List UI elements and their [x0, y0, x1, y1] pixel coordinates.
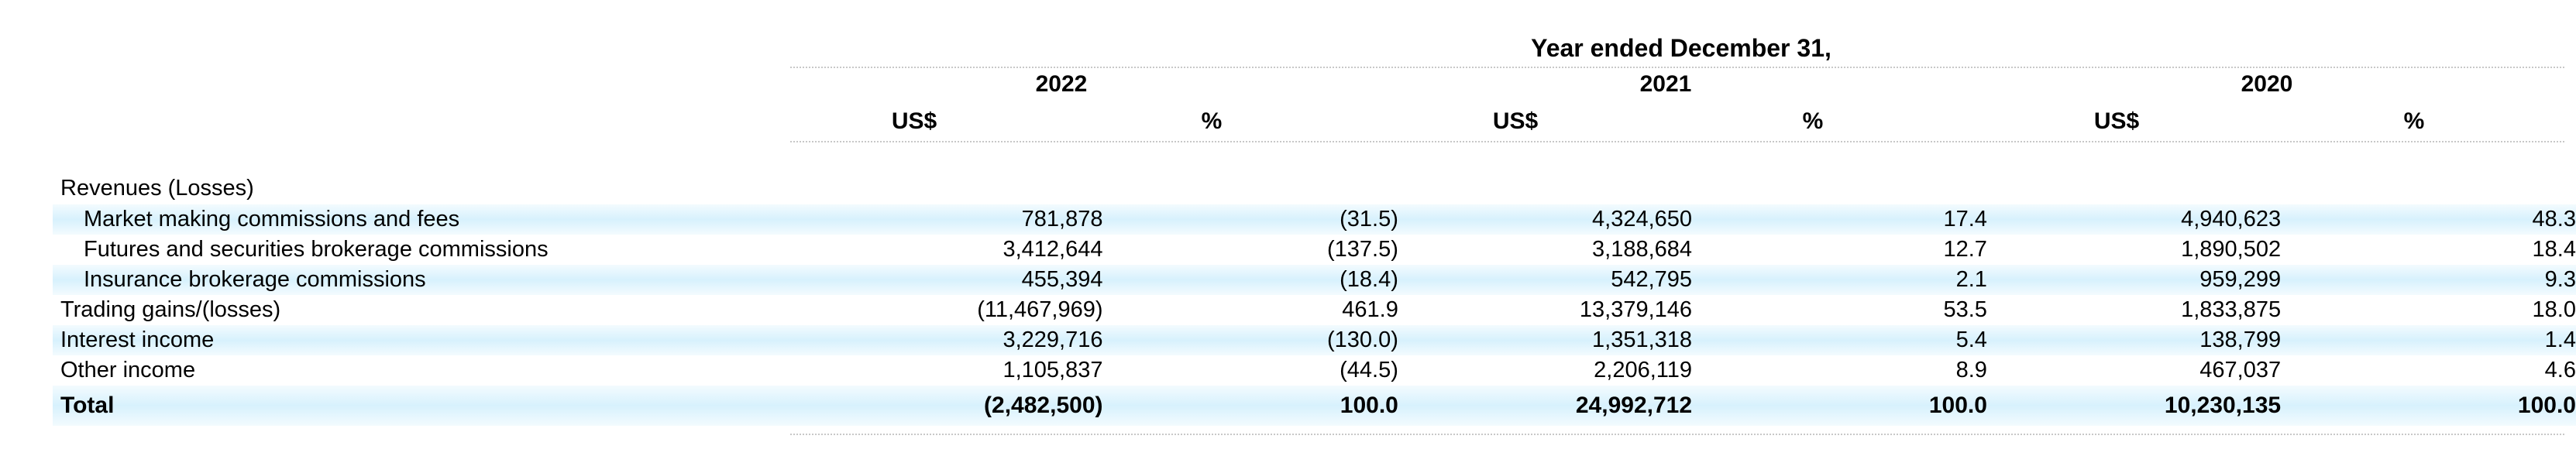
cell-us-2021: 4,324,650 — [1398, 204, 1693, 235]
cell-pct-2022: (18.4) — [1102, 265, 1398, 295]
cell-us-2022: (11,467,969) — [977, 297, 1103, 322]
cell-us-2022: 781,878 — [811, 204, 1103, 235]
cell-us-2021: 1,351,318 — [1398, 325, 1693, 355]
table-row: Other income 1,105,837 (44.5) 2,206,119 … — [53, 355, 2576, 386]
cell-pct-2022: (44.5) — [1340, 358, 1398, 382]
cell-us-2022 — [812, 172, 1103, 204]
unit-rule — [790, 141, 2564, 144]
cell-us-2022: 1,105,837 — [1003, 358, 1103, 382]
cell-us-2021: 13,379,146 — [1579, 297, 1693, 322]
cell-us-2020: 138,799 — [1986, 325, 2282, 355]
cell-us-2020: 1,833,875 — [2181, 297, 2282, 322]
cell-pct-2022: (137.5) — [1326, 237, 1398, 262]
row-label: Insurance brokerage commissions — [53, 265, 812, 295]
cell-pct-2020: 4.6 — [2544, 358, 2576, 382]
cell-pct-2020: 48.3 — [2281, 204, 2576, 235]
table-row: Futures and securities brokerage commiss… — [53, 235, 2576, 265]
row-label: Trading gains/(losses) — [60, 297, 281, 322]
unit-heading-pct-2022: % — [1201, 108, 1223, 134]
row-label: Futures and securities brokerage commiss… — [84, 237, 549, 262]
unit-heading-pct-2021: % — [1802, 108, 1824, 134]
cell-pct-2021: 5.4 — [1692, 325, 1987, 355]
cell-us-2021: 542,795 — [1398, 265, 1693, 295]
table-row: Revenues (Losses) — [53, 172, 2576, 204]
cell-pct-2021: 12.7 — [1943, 237, 1987, 262]
cell-pct-2022 — [1103, 172, 1398, 204]
header-rule — [790, 67, 2564, 70]
cell-us-2021: 2,206,119 — [1594, 358, 1693, 382]
financial-rows: Revenues (Losses) Market making commissi… — [53, 172, 2576, 426]
cell-us-2020: 1,890,502 — [2181, 237, 2282, 262]
table-row: Market making commissions and fees 781,8… — [53, 204, 2576, 235]
cell-pct-2020: 9.3 — [2281, 265, 2576, 295]
cell-pct-2020: 18.0 — [2532, 297, 2576, 322]
year-heading-2022: 2022 — [1035, 71, 1088, 97]
period-heading: Year ended December 31, — [1531, 34, 1831, 62]
row-label: Other income — [60, 358, 196, 382]
row-label: Total — [53, 386, 812, 426]
cell-us-2020: 959,299 — [1986, 265, 2282, 295]
cell-us-2022: (2,482,500) — [811, 386, 1103, 426]
unit-heading-pct-2020: % — [2403, 108, 2425, 134]
cell-us-2022: 455,394 — [811, 265, 1103, 295]
cell-us-2021: 3,188,684 — [1592, 237, 1693, 262]
cell-us-2020: 10,230,135 — [1986, 386, 2282, 426]
cell-us-2020: 467,037 — [2199, 358, 2282, 382]
cell-us-2022: 3,229,716 — [811, 325, 1103, 355]
row-label: Market making commissions and fees — [53, 204, 812, 235]
cell-us-2021: 24,992,712 — [1398, 386, 1693, 426]
cell-pct-2022: 461.9 — [1342, 297, 1398, 322]
row-label: Interest income — [53, 325, 812, 355]
total-rule — [790, 434, 2564, 437]
cell-pct-2020 — [2281, 172, 2576, 204]
year-heading-2020: 2020 — [2241, 71, 2293, 97]
table-row: Insurance brokerage commissions 455,394 … — [53, 265, 2576, 295]
year-heading-2021: 2021 — [1639, 71, 1692, 97]
cell-pct-2020: 1.4 — [2281, 325, 2576, 355]
cell-pct-2021: 2.1 — [1692, 265, 1987, 295]
cell-pct-2021 — [1692, 172, 1987, 204]
unit-heading-us-2022: US$ — [891, 108, 937, 134]
table-row: Interest income 3,229,716 (130.0) 1,351,… — [53, 325, 2576, 355]
cell-pct-2021: 100.0 — [1692, 386, 1987, 426]
cell-us-2021 — [1398, 172, 1692, 204]
row-label: Revenues (Losses) — [60, 175, 254, 201]
unit-heading-us-2021: US$ — [1492, 108, 1539, 134]
cell-us-2022: 3,412,644 — [1003, 237, 1103, 262]
cell-us-2020 — [1987, 172, 2281, 204]
cell-pct-2020: 18.4 — [2532, 237, 2576, 262]
cell-pct-2021: 53.5 — [1943, 297, 1987, 322]
cell-pct-2022: 100.0 — [1102, 386, 1398, 426]
cell-pct-2021: 8.9 — [1955, 358, 1987, 382]
table-row: Trading gains/(losses) (11,467,969) 461.… — [53, 295, 2576, 325]
cell-pct-2022: (130.0) — [1102, 325, 1398, 355]
cell-pct-2020: 100.0 — [2281, 386, 2576, 426]
total-row: Total (2,482,500) 100.0 24,992,712 100.0… — [53, 386, 2576, 426]
unit-heading-us-2020: US$ — [2093, 108, 2140, 134]
cell-pct-2022: (31.5) — [1102, 204, 1398, 235]
cell-pct-2021: 17.4 — [1692, 204, 1987, 235]
cell-us-2020: 4,940,623 — [1986, 204, 2282, 235]
